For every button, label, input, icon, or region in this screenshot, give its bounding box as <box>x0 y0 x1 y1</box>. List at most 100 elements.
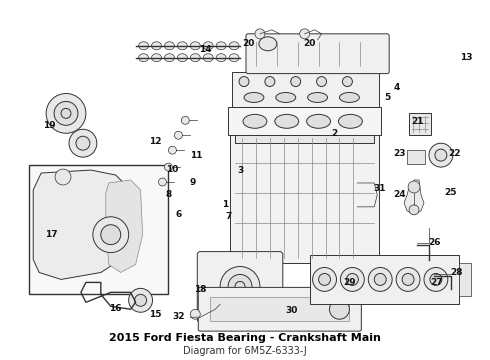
Text: 9: 9 <box>189 179 196 188</box>
Circle shape <box>235 282 245 291</box>
Circle shape <box>430 274 442 285</box>
Circle shape <box>317 77 326 86</box>
Circle shape <box>46 94 86 133</box>
Circle shape <box>435 149 447 161</box>
FancyBboxPatch shape <box>197 252 283 322</box>
Text: 12: 12 <box>149 137 162 146</box>
Bar <box>310 255 459 304</box>
Text: 20: 20 <box>242 39 254 48</box>
Text: 13: 13 <box>461 53 473 62</box>
Circle shape <box>61 108 71 118</box>
Circle shape <box>424 267 448 291</box>
Circle shape <box>265 77 275 86</box>
Ellipse shape <box>165 54 174 62</box>
Ellipse shape <box>229 54 239 62</box>
Ellipse shape <box>243 114 267 128</box>
Ellipse shape <box>340 93 359 103</box>
Circle shape <box>239 77 249 86</box>
Circle shape <box>101 225 121 245</box>
Text: 32: 32 <box>172 312 185 321</box>
Ellipse shape <box>139 54 148 62</box>
Circle shape <box>135 294 147 306</box>
Ellipse shape <box>165 42 174 50</box>
Ellipse shape <box>177 42 187 50</box>
Circle shape <box>341 267 365 291</box>
Ellipse shape <box>275 114 299 128</box>
Circle shape <box>429 143 453 167</box>
Text: 26: 26 <box>429 238 441 247</box>
Bar <box>409 113 431 135</box>
Text: 6: 6 <box>175 210 181 219</box>
Text: 16: 16 <box>109 304 122 313</box>
Bar <box>232 72 379 107</box>
Circle shape <box>409 205 419 215</box>
Bar <box>459 262 471 296</box>
Circle shape <box>374 274 386 285</box>
Circle shape <box>402 274 414 285</box>
FancyBboxPatch shape <box>198 287 361 331</box>
Bar <box>29 165 169 294</box>
Ellipse shape <box>190 54 200 62</box>
Text: 2: 2 <box>331 129 338 138</box>
Circle shape <box>228 274 252 298</box>
Text: 24: 24 <box>393 190 405 199</box>
Text: 14: 14 <box>199 45 212 54</box>
Ellipse shape <box>139 42 148 50</box>
Text: 18: 18 <box>194 285 206 294</box>
Text: 15: 15 <box>149 310 162 319</box>
Ellipse shape <box>259 37 277 51</box>
Ellipse shape <box>244 93 264 103</box>
Bar <box>230 133 379 262</box>
Ellipse shape <box>151 54 162 62</box>
Text: 17: 17 <box>45 230 57 239</box>
Text: 28: 28 <box>450 268 463 277</box>
Polygon shape <box>106 180 143 273</box>
Text: 25: 25 <box>444 188 457 197</box>
Circle shape <box>69 129 97 157</box>
Text: 27: 27 <box>431 278 443 287</box>
Text: 10: 10 <box>166 165 178 174</box>
Circle shape <box>76 136 90 150</box>
Bar <box>210 297 349 321</box>
Circle shape <box>129 288 152 312</box>
Circle shape <box>54 102 78 125</box>
Circle shape <box>346 274 358 285</box>
Circle shape <box>368 267 392 291</box>
Text: 2015 Ford Fiesta Bearing - Crankshaft Main: 2015 Ford Fiesta Bearing - Crankshaft Ma… <box>109 333 381 343</box>
Circle shape <box>291 77 301 86</box>
Text: 5: 5 <box>384 93 391 102</box>
Circle shape <box>55 169 71 185</box>
Ellipse shape <box>216 42 226 50</box>
Circle shape <box>220 266 260 306</box>
Circle shape <box>174 131 182 139</box>
Text: 31: 31 <box>373 184 386 193</box>
Circle shape <box>313 267 337 291</box>
Circle shape <box>300 29 310 39</box>
Circle shape <box>93 217 129 253</box>
Ellipse shape <box>307 114 331 128</box>
Ellipse shape <box>229 42 239 50</box>
Ellipse shape <box>151 42 162 50</box>
Circle shape <box>343 77 352 86</box>
Text: 19: 19 <box>43 121 55 130</box>
Text: 21: 21 <box>411 117 423 126</box>
Bar <box>228 107 381 135</box>
Text: 11: 11 <box>190 150 202 159</box>
FancyBboxPatch shape <box>246 34 389 73</box>
Text: 7: 7 <box>225 212 231 221</box>
Circle shape <box>408 181 420 193</box>
Ellipse shape <box>203 54 213 62</box>
Circle shape <box>190 309 200 319</box>
Text: Diagram for 6M5Z-6333-J: Diagram for 6M5Z-6333-J <box>183 346 307 356</box>
Text: 1: 1 <box>222 201 228 210</box>
Circle shape <box>318 274 331 285</box>
Text: 29: 29 <box>343 278 356 287</box>
Ellipse shape <box>177 54 187 62</box>
Circle shape <box>165 163 172 171</box>
Ellipse shape <box>276 93 295 103</box>
Polygon shape <box>404 180 424 215</box>
Circle shape <box>329 299 349 319</box>
Ellipse shape <box>216 54 226 62</box>
Ellipse shape <box>308 93 327 103</box>
Circle shape <box>169 146 176 154</box>
